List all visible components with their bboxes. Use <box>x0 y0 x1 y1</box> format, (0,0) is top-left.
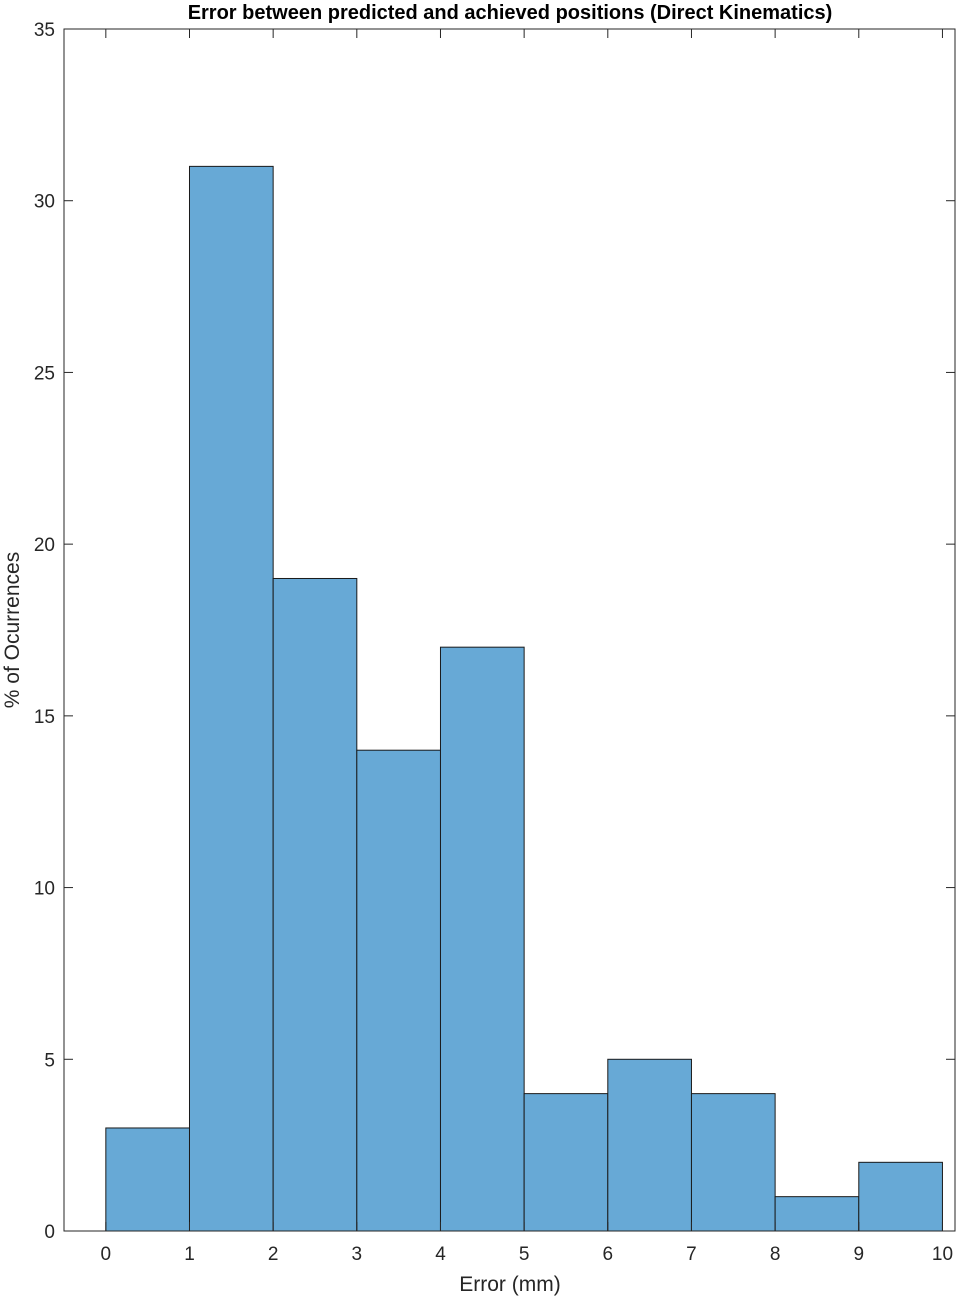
x-tick-label: 1 <box>184 1244 195 1265</box>
x-tick-label: 10 <box>932 1244 953 1265</box>
y-tick-label: 15 <box>34 707 55 728</box>
y-tick-label: 30 <box>34 192 55 213</box>
y-tick-label: 10 <box>34 879 55 900</box>
y-axis-label: % of Ocurrences <box>1 552 24 708</box>
x-tick-labels: 0 1 2 3 4 5 6 7 8 9 10 <box>101 1244 953 1265</box>
x-tick-label: 3 <box>352 1244 363 1265</box>
histogram-bar <box>105 1127 190 1232</box>
x-tick-label: 2 <box>268 1244 279 1265</box>
y-tick-labels: 0 5 10 15 20 25 30 35 <box>34 20 55 1243</box>
x-tick-label: 7 <box>686 1244 697 1265</box>
x-tick-label: 5 <box>519 1244 530 1265</box>
x-tick-label: 4 <box>435 1244 446 1265</box>
plot-area-frame <box>63 28 956 1232</box>
y-tick-label: 5 <box>44 1050 55 1071</box>
x-tick-label: 8 <box>770 1244 781 1265</box>
y-tick-label: 35 <box>34 20 55 41</box>
histogram-bar <box>272 577 358 1232</box>
y-tick-label: 0 <box>44 1222 55 1243</box>
chart-title: Error between predicted and achieved pos… <box>188 2 833 24</box>
histogram-bar <box>690 1093 776 1232</box>
bars-layer <box>105 165 943 1232</box>
histogram-bar <box>188 165 274 1232</box>
x-axis-label: Error (mm) <box>459 1273 560 1296</box>
histogram-bar <box>858 1161 943 1232</box>
histogram-bar <box>607 1058 692 1232</box>
y-tick-label: 20 <box>34 535 55 556</box>
histogram-bar <box>439 646 525 1232</box>
x-tick-label: 0 <box>101 1244 112 1265</box>
x-tick-label: 9 <box>853 1244 864 1265</box>
histogram-bar <box>523 1093 609 1232</box>
histogram-bar <box>774 1196 860 1232</box>
y-tick-label: 25 <box>34 363 55 384</box>
histogram-bar <box>356 749 441 1232</box>
x-tick-label: 6 <box>603 1244 614 1265</box>
